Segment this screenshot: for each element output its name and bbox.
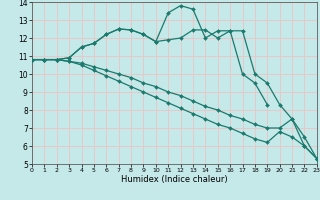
X-axis label: Humidex (Indice chaleur): Humidex (Indice chaleur) <box>121 175 228 184</box>
